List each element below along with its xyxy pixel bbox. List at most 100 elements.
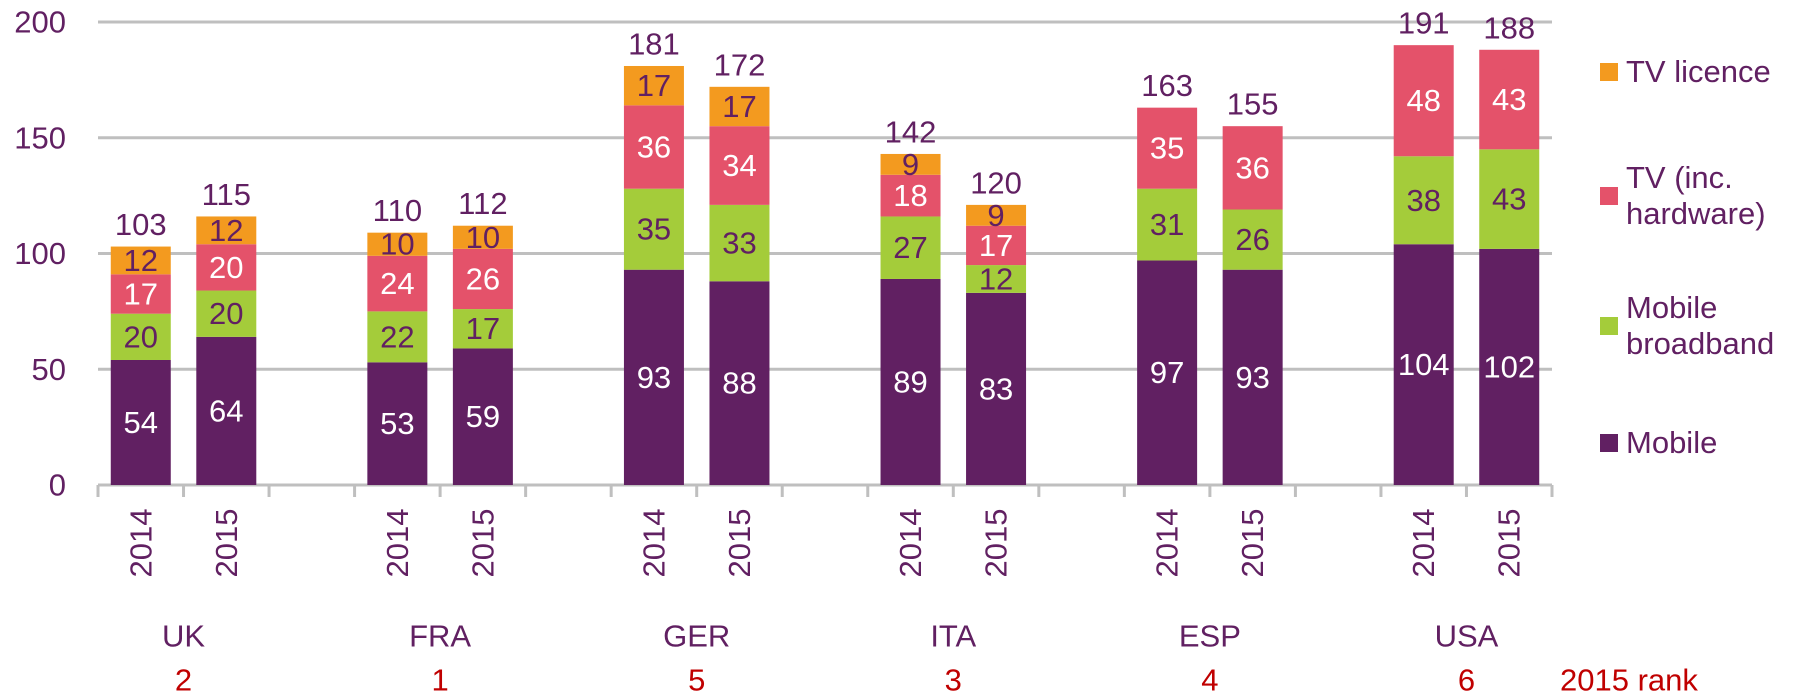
bar-segment bbox=[880, 153, 941, 175]
bar-segment bbox=[367, 362, 428, 485]
total-label: 191 bbox=[1398, 6, 1450, 41]
bar-segment bbox=[709, 281, 770, 485]
data-label: 104 bbox=[1398, 347, 1450, 382]
data-label: 93 bbox=[1235, 360, 1269, 395]
data-label: 38 bbox=[1406, 183, 1440, 218]
y-tick-label: 100 bbox=[14, 236, 66, 271]
group-label: UK bbox=[162, 619, 205, 654]
x-tick-label: 2015 bbox=[722, 509, 757, 578]
x-tick-label: 2014 bbox=[1150, 509, 1185, 578]
x-tick-label: 2014 bbox=[893, 509, 928, 578]
x-tick-label: 2015 bbox=[979, 509, 1014, 578]
total-label: 172 bbox=[714, 47, 766, 82]
data-label: 43 bbox=[1492, 82, 1526, 117]
bar-segment bbox=[1479, 248, 1540, 485]
data-label: 33 bbox=[722, 226, 756, 261]
data-label: 17 bbox=[124, 277, 158, 312]
data-label: 12 bbox=[979, 261, 1013, 296]
data-label: 26 bbox=[466, 261, 500, 296]
rank-label: 4 bbox=[1201, 663, 1218, 696]
data-label: 20 bbox=[124, 319, 158, 354]
bar-segment bbox=[1393, 244, 1454, 485]
group-label: ESP bbox=[1179, 619, 1241, 654]
data-label: 54 bbox=[124, 405, 158, 440]
bar-segment bbox=[196, 244, 257, 291]
data-label: 59 bbox=[466, 399, 500, 434]
data-label: 17 bbox=[979, 228, 1013, 263]
bar-segment bbox=[623, 65, 684, 106]
x-tick-label: 2014 bbox=[1406, 509, 1441, 578]
y-tick-label: 0 bbox=[49, 468, 66, 503]
bar-segment bbox=[709, 204, 770, 282]
bar-segment bbox=[110, 274, 171, 314]
data-label: 89 bbox=[893, 364, 927, 399]
legend-item: TV licence bbox=[1600, 54, 1800, 90]
total-label: 188 bbox=[1483, 10, 1535, 45]
bar-segment bbox=[880, 278, 941, 485]
total-label: 110 bbox=[373, 193, 422, 228]
total-label: 103 bbox=[115, 207, 167, 242]
rank-label: 2 bbox=[175, 663, 192, 696]
bar-segment bbox=[367, 311, 428, 363]
bar-segment bbox=[966, 204, 1027, 226]
bar-segment bbox=[452, 348, 513, 485]
x-tick-label: 2014 bbox=[380, 509, 415, 578]
rank-label: 3 bbox=[945, 663, 962, 696]
bar-segment bbox=[880, 216, 941, 279]
y-tick-label: 50 bbox=[32, 352, 66, 387]
bar-segment bbox=[110, 246, 171, 275]
bar-segment bbox=[1393, 45, 1454, 157]
data-label: 35 bbox=[1150, 131, 1184, 166]
data-label: 35 bbox=[637, 212, 671, 247]
legend-item: Mobile bbox=[1600, 425, 1800, 461]
legend-label: Mobile bbox=[1626, 425, 1718, 460]
bar-segment bbox=[196, 290, 257, 337]
bar-segment bbox=[452, 225, 513, 249]
bar-segment bbox=[966, 225, 1027, 266]
total-label: 181 bbox=[628, 26, 680, 61]
data-label: 17 bbox=[722, 89, 756, 124]
data-label: 20 bbox=[209, 250, 243, 285]
bar-segment bbox=[196, 216, 257, 245]
bar-segment bbox=[1137, 188, 1198, 261]
total-label: 115 bbox=[202, 177, 251, 212]
data-label: 17 bbox=[637, 68, 671, 103]
data-label: 20 bbox=[209, 296, 243, 331]
data-label: 31 bbox=[1150, 207, 1184, 242]
bar-segment bbox=[709, 126, 770, 205]
bar-segment bbox=[1222, 126, 1283, 210]
data-label: 88 bbox=[722, 366, 756, 401]
total-label: 120 bbox=[970, 165, 1022, 200]
data-label: 17 bbox=[466, 311, 500, 346]
data-label: 36 bbox=[637, 130, 671, 165]
data-label: 9 bbox=[987, 198, 1004, 233]
x-tick-label: 2014 bbox=[636, 509, 671, 578]
bar-segment bbox=[367, 232, 428, 256]
data-label: 27 bbox=[893, 230, 927, 265]
bar-segment bbox=[709, 86, 770, 127]
bar-segment bbox=[110, 359, 171, 485]
legend-swatch bbox=[1600, 63, 1618, 81]
bar-segment bbox=[623, 188, 684, 270]
total-label: 163 bbox=[1141, 68, 1193, 103]
legend-item: TV (inc. hardware) bbox=[1600, 160, 1800, 232]
x-tick-label: 2015 bbox=[1235, 509, 1270, 578]
y-tick-label: 200 bbox=[14, 5, 66, 40]
bar-segment bbox=[452, 248, 513, 310]
bar-segment bbox=[1222, 269, 1283, 485]
rank-label: 5 bbox=[688, 663, 705, 696]
group-label: ITA bbox=[930, 619, 976, 654]
legend-label: TV (inc. hardware) bbox=[1626, 160, 1766, 231]
bar-segment bbox=[623, 269, 684, 485]
data-label: 22 bbox=[380, 319, 414, 354]
legend-label: Mobile broadband bbox=[1626, 290, 1775, 361]
bar-segment bbox=[1137, 107, 1198, 189]
bar-segment bbox=[966, 265, 1027, 293]
bar-segment bbox=[966, 292, 1027, 485]
bar-segment bbox=[1479, 49, 1540, 150]
data-label: 9 bbox=[902, 147, 919, 182]
bar-segment bbox=[1137, 260, 1198, 485]
bar-segment bbox=[452, 309, 513, 349]
data-label: 97 bbox=[1150, 355, 1184, 390]
